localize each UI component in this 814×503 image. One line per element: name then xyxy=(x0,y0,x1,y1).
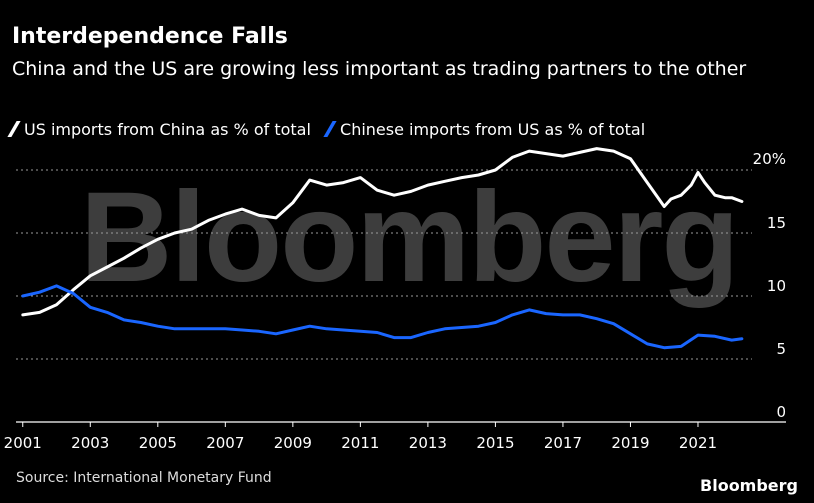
x-tick-label-2005: 2005 xyxy=(139,434,177,452)
x-tick-label-2015: 2015 xyxy=(476,434,514,452)
source-note: Source: International Monetary Fund xyxy=(16,470,272,486)
series-lines xyxy=(21,147,744,350)
x-axis: 2001 2003 2005 2007 2009 2011 2013 2015 2017 2019… xyxy=(4,421,786,452)
y-tick-label-5: 5 xyxy=(776,340,786,358)
legend-item-china: Chinese imports from US as % of total xyxy=(323,120,646,139)
chart-title: Interdependence Falls xyxy=(12,24,288,49)
grid-lines xyxy=(16,169,752,360)
x-tick-label-2017: 2017 xyxy=(544,434,582,452)
series-line-china-imports-from-us xyxy=(21,284,744,350)
y-tick-label-0: 0 xyxy=(776,403,786,421)
x-tick-label-2021: 2021 xyxy=(679,434,717,452)
x-tick-label-2011: 2011 xyxy=(341,434,379,452)
series-line-us-imports-from-china xyxy=(21,147,744,317)
x-tick-label-2003: 2003 xyxy=(71,434,109,452)
chart-subtitle: China and the US are growing less import… xyxy=(12,58,747,80)
x-tick-label-2009: 2009 xyxy=(274,434,312,452)
legend-item-us: US imports from China as % of total xyxy=(7,120,311,139)
legend: US imports from China as % of total Chin… xyxy=(7,120,657,139)
y-tick-label-20: 20% xyxy=(753,150,786,168)
x-tick-label-2007: 2007 xyxy=(206,434,244,452)
y-axis-tick-labels: 0 5 10 15 20% xyxy=(753,150,786,421)
x-tick-label-2001: 2001 xyxy=(4,434,42,452)
legend-label-us: US imports from China as % of total xyxy=(24,120,311,139)
x-tick-label-2019: 2019 xyxy=(611,434,649,452)
x-tick-label-2013: 2013 xyxy=(409,434,447,452)
y-tick-label-15: 15 xyxy=(767,214,786,232)
y-tick-label-10: 10 xyxy=(767,277,786,295)
legend-label-china: Chinese imports from US as % of total xyxy=(340,120,646,139)
bloomberg-logo: Bloomberg xyxy=(700,476,798,495)
